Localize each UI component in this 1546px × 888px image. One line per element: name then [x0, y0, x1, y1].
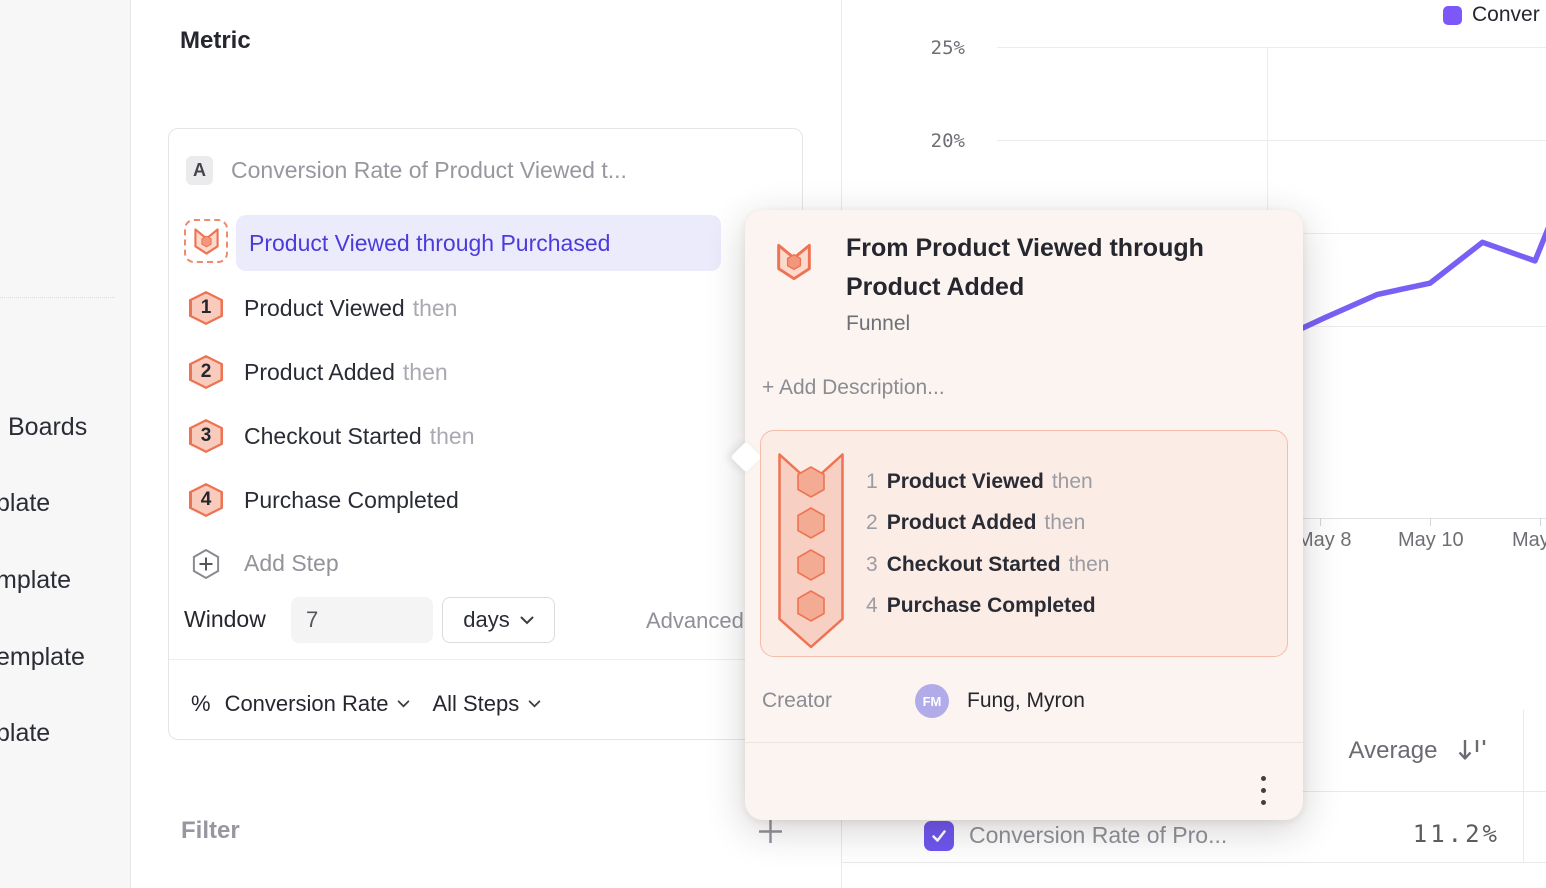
series-visibility-checkbox[interactable] — [924, 821, 954, 851]
creator-name: Fung, Myron — [967, 689, 1085, 712]
metric-card: A Conversion Rate of Product Viewed t...… — [168, 128, 803, 740]
step-3-badge: 3 — [189, 419, 223, 453]
sidebar: Boards plate mplate emplate plate — [0, 0, 131, 888]
check-icon — [932, 830, 946, 842]
step-4-name: Purchase Completed — [244, 487, 459, 513]
window-value-input[interactable] — [291, 597, 433, 643]
preview-step-2: 2 Product Added then — [866, 511, 1086, 534]
funnel-drag-icon-container[interactable] — [184, 219, 228, 263]
funnel-ribbon-icon — [778, 453, 844, 649]
gridline-25 — [997, 47, 1546, 48]
window-unit-value: days — [463, 607, 510, 632]
x-tick-may12: May — [1512, 529, 1546, 551]
x-tickmark — [1430, 518, 1431, 526]
step-1-name: Product Viewed — [244, 295, 405, 321]
step-1-then: then — [412, 295, 458, 321]
window-label: Window — [184, 606, 266, 632]
x-tick-may10: May 10 — [1398, 529, 1464, 551]
sidebar-divider — [0, 297, 115, 298]
preview-step-1: 1 Product Viewed then — [866, 470, 1093, 493]
table-row-average-value: 11.2% — [1412, 820, 1500, 848]
y-tick-20: 20% — [930, 130, 965, 152]
chevron-down-icon[interactable] — [528, 700, 541, 708]
chevron-down-icon[interactable] — [397, 700, 410, 708]
plus-icon — [759, 820, 782, 843]
preview-step-3: 3 Checkout Started then — [866, 553, 1110, 576]
add-filter-button[interactable] — [757, 818, 784, 850]
step-3-row[interactable]: Checkout Started then — [244, 423, 474, 450]
step-2-badge: 2 — [189, 355, 223, 389]
step-2-name: Product Added — [244, 359, 395, 385]
sidebar-item-template-3[interactable]: emplate — [0, 643, 85, 671]
sidebar-item-template-1[interactable]: plate — [0, 489, 51, 517]
sidebar-item-template-4[interactable]: plate — [0, 719, 51, 747]
filter-section-heading: Filter — [181, 817, 240, 844]
selected-funnel-row[interactable]: Product Viewed through Purchased — [236, 215, 721, 271]
add-step-button[interactable]: Add Step — [244, 550, 339, 576]
x-tick-may8: May 8 — [1297, 529, 1352, 551]
step-1-row[interactable]: Product Viewed then — [244, 295, 457, 322]
advanced-link[interactable]: Advanced — [646, 608, 744, 633]
step-3-then: then — [429, 423, 475, 449]
series-a-badge: A — [186, 156, 213, 185]
table-row-label[interactable]: Conversion Rate of Pro... — [969, 822, 1228, 848]
card-divider — [169, 659, 802, 660]
add-description-button[interactable]: + Add Description... — [762, 376, 945, 399]
x-tickmark — [1540, 518, 1541, 526]
sidebar-item-boards[interactable]: Boards — [8, 413, 88, 441]
legend-swatch — [1443, 5, 1462, 25]
preview-step-4: 4 Purchase Completed — [866, 594, 1096, 617]
add-step-icon[interactable] — [190, 548, 222, 585]
sort-descending-icon[interactable] — [1456, 735, 1488, 770]
x-tickmark — [1320, 518, 1321, 526]
step-2-then: then — [402, 359, 448, 385]
trend-line-chart — [1300, 226, 1546, 331]
step-1-badge: 1 — [189, 291, 223, 325]
funnel-details-popover: From Product Viewed through Product Adde… — [730, 210, 1303, 820]
selected-funnel-label: Product Viewed through Purchased — [249, 229, 611, 256]
funnel-preview-box: 1 Product Viewed then 2 Product Added then 3… — [760, 430, 1288, 657]
gridline-20 — [997, 140, 1546, 141]
y-tick-25: 25% — [930, 37, 965, 59]
legend-label: Conver — [1472, 3, 1540, 26]
percent-symbol: % — [191, 691, 211, 716]
step-3-name: Checkout Started — [244, 423, 422, 449]
funnel-icon — [193, 227, 219, 255]
chevron-down-icon — [520, 616, 534, 624]
sidebar-item-template-2[interactable]: mplate — [0, 566, 72, 594]
table-row-divider — [842, 862, 1546, 863]
step-2-row[interactable]: Product Added then — [244, 359, 448, 386]
more-options-kebab-button[interactable] — [1248, 768, 1278, 813]
popover-footer-divider — [745, 742, 1303, 743]
popover-title: From Product Viewed through Product Adde… — [846, 234, 1204, 301]
series-title[interactable]: Conversion Rate of Product Viewed t... — [231, 157, 627, 183]
steps-scope-select[interactable]: All Steps — [432, 691, 520, 716]
creator-label: Creator — [762, 689, 833, 712]
creator-avatar: FM — [915, 684, 949, 718]
average-column-header[interactable]: Average — [1348, 737, 1438, 764]
popover-type-label: Funnel — [846, 312, 911, 335]
step-4-row[interactable]: Purchase Completed — [244, 487, 467, 514]
funnel-icon — [775, 242, 813, 287]
chart-legend[interactable]: Conver — [1443, 3, 1540, 27]
measure-row: % Conversion Rate All Steps — [191, 689, 541, 719]
measure-select[interactable]: Conversion Rate — [224, 691, 389, 716]
table-column-divider — [1523, 710, 1524, 862]
step-4-badge: 4 — [189, 483, 223, 517]
metric-section-heading: Metric — [180, 27, 251, 54]
window-unit-select[interactable]: days — [442, 597, 555, 643]
